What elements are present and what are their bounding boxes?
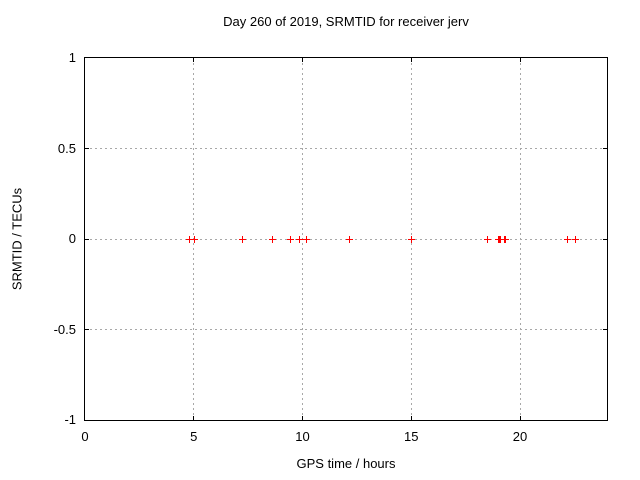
x-tick-mark-bottom [410, 416, 412, 420]
y-tick-label: 0.5 [57, 140, 76, 156]
x-tick-mark-bottom [193, 416, 195, 420]
x-tick-label: 5 [190, 429, 198, 444]
y-tick-label: -0.5 [53, 321, 76, 337]
data-point-marker [303, 235, 311, 243]
x-tick-mark-bottom [519, 416, 521, 420]
x-tick-mark-top [410, 58, 412, 62]
x-tick-mark-top [193, 58, 195, 62]
x-axis-label: GPS time / hours [296, 456, 396, 471]
plot-area [84, 57, 608, 421]
x-tick-label: 15 [404, 429, 419, 444]
y-tick-mark-left [85, 148, 89, 149]
x-tick-label: 10 [295, 429, 310, 444]
data-point-marker [502, 235, 510, 243]
data-point-marker [191, 235, 199, 243]
y-tick-label: 1 [68, 50, 76, 65]
x-tick-mark-bottom [302, 416, 303, 420]
y-tick-mark-right [603, 148, 607, 149]
data-point-marker [268, 235, 276, 243]
y-tick-label: 0 [68, 231, 76, 246]
data-point-marker [571, 235, 579, 243]
data-point-marker [407, 235, 415, 243]
data-point-marker [287, 235, 295, 243]
data-point-marker [239, 235, 247, 243]
data-point-marker [345, 235, 353, 243]
y-tick-mark-right [603, 329, 607, 330]
y-tick-mark-left [85, 329, 89, 330]
x-tick-mark-top [302, 58, 303, 62]
data-point-marker [483, 235, 491, 243]
data-point-marker [185, 235, 193, 243]
y-tick-mark-left [85, 238, 89, 240]
data-point-marker [496, 235, 504, 243]
y-gridline [85, 329, 607, 330]
data-point-marker [295, 235, 303, 243]
x-tick-label: 20 [512, 429, 528, 444]
x-tick-label: 0 [81, 429, 89, 444]
chart-title: Day 260 of 2019, SRMTID for receiver jer… [223, 14, 469, 29]
data-point-marker [564, 235, 572, 243]
y-tick-label: -1 [64, 412, 76, 427]
y-tick-mark-right [603, 238, 607, 240]
y-gridline [85, 148, 607, 149]
x-tick-mark-top [519, 58, 521, 62]
